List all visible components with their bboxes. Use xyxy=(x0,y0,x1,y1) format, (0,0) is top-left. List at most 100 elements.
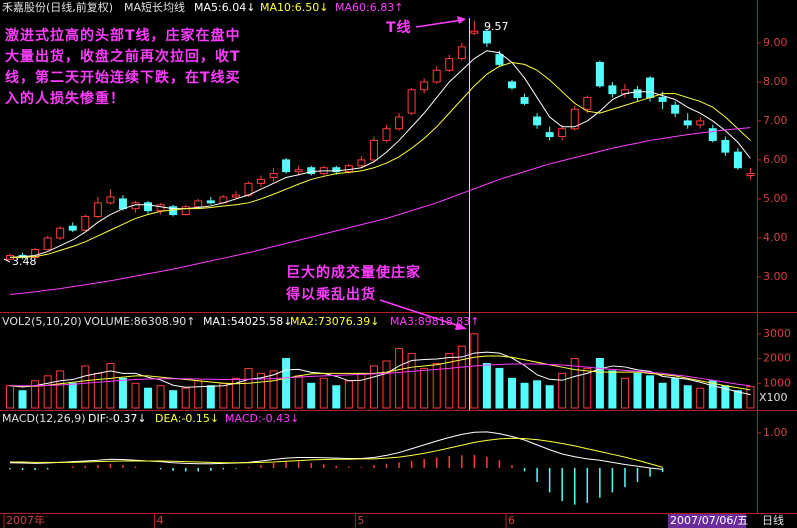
volume-bar xyxy=(595,358,604,409)
legend-entry: MA60:6.83↑ xyxy=(335,1,403,14)
annotation: 得以乘乱出货 xyxy=(285,286,376,303)
candle-body xyxy=(583,97,592,110)
volume-bar xyxy=(43,375,52,409)
volume-bar xyxy=(533,380,542,409)
candle-body xyxy=(420,81,429,91)
legend-entry: MACD:-0.43↓ xyxy=(225,412,299,425)
candle-body xyxy=(533,116,542,126)
y-tick-label: 2000 xyxy=(763,352,791,365)
volume-bar xyxy=(520,382,529,409)
x-tick-label: 5 xyxy=(357,514,364,527)
volume-bar xyxy=(169,390,178,409)
volume-bar xyxy=(395,348,404,409)
volume-bar xyxy=(558,372,567,409)
volume-bar xyxy=(508,377,516,409)
volume-bar xyxy=(369,365,378,409)
annotation: 巨大的成交量使庄家 xyxy=(286,264,421,281)
volume-bar xyxy=(344,380,353,409)
candle-body xyxy=(508,81,516,89)
volume-bar xyxy=(545,385,554,409)
volume-bar xyxy=(570,358,579,409)
candle-body xyxy=(344,165,353,173)
volume-bar xyxy=(683,385,692,409)
ma-line xyxy=(9,431,663,470)
candle-body xyxy=(68,225,77,231)
volume-bar xyxy=(68,382,77,409)
annotation-arrow xyxy=(379,299,463,328)
candle-body xyxy=(181,206,190,216)
candle-body xyxy=(721,139,730,153)
candle-body xyxy=(558,128,567,138)
x-tick-label: 2007年 xyxy=(6,513,45,527)
candle-body xyxy=(194,200,203,208)
candle-body xyxy=(671,104,680,114)
volume-bar xyxy=(608,370,617,409)
ma-line xyxy=(10,437,663,468)
status-date: 2007/07/06/五 xyxy=(670,514,748,527)
volume-bar xyxy=(671,377,680,409)
y-tick-label: 1000 xyxy=(763,376,791,389)
volume-bar xyxy=(382,360,391,409)
volume-bar xyxy=(106,362,115,409)
candle-body xyxy=(733,151,742,169)
volume-bar xyxy=(482,362,491,409)
macd-title: MACD(12,26,9) xyxy=(2,412,86,425)
volume-bar xyxy=(658,382,667,409)
annotation: 激进式拉高的头部T线，庄家在盘中 xyxy=(5,27,241,44)
annotation: 入的人损失惨重！ xyxy=(5,90,125,107)
candle-body xyxy=(81,215,90,231)
candle-body xyxy=(683,120,692,126)
volume-bar xyxy=(206,385,215,409)
candle-body xyxy=(31,249,40,258)
legend-entry: DIF:-0.37↓ xyxy=(88,412,147,425)
candle-body xyxy=(495,54,504,65)
status-period: 日线 xyxy=(762,513,784,527)
ma-line xyxy=(9,127,751,295)
candle-body xyxy=(470,30,479,34)
volume-bar xyxy=(457,345,466,409)
volume-bar xyxy=(746,386,755,409)
candle-body xyxy=(395,116,404,130)
stock-title: 禾嘉股份(日线,前复权) xyxy=(2,0,113,14)
y-tick-label: 5.00 xyxy=(763,192,788,205)
candle-body xyxy=(332,167,341,173)
x-tick-label: 6 xyxy=(508,514,515,527)
legend-entry: MA1:54025.58↓ xyxy=(203,315,292,328)
y-tick-label: 1.00 xyxy=(763,426,788,439)
legend-entry: MA5:6.04↓ xyxy=(194,1,255,14)
volume-bar xyxy=(282,358,291,409)
annotation: 线，第二天开始连续下跌，在T线买 xyxy=(5,69,241,86)
candle-body xyxy=(282,159,291,173)
date-highlight xyxy=(668,514,746,528)
legend-entry: MA3:89818.83↑ xyxy=(390,315,479,328)
candle-body xyxy=(633,89,642,99)
candle-body xyxy=(93,202,102,217)
volume-bar xyxy=(18,390,27,409)
volume-bar xyxy=(219,382,228,409)
ma-line xyxy=(9,351,751,396)
candle-body xyxy=(357,159,366,167)
volume-value: VOLUME:86308.90↑ xyxy=(84,315,195,328)
volume-bar xyxy=(156,385,165,409)
candle-body xyxy=(43,237,52,251)
volume-bar xyxy=(231,377,240,409)
y-tick-label: 3000 xyxy=(763,327,791,340)
ma-line xyxy=(9,355,751,391)
volume-bar xyxy=(294,375,303,409)
candle-body xyxy=(382,128,391,141)
annotation-arrowhead xyxy=(457,16,466,24)
y-tick-label: 4.00 xyxy=(763,231,788,244)
candle-body xyxy=(658,97,667,102)
candle-body xyxy=(407,89,416,114)
legend-entry: DEA:-0.15↓ xyxy=(155,412,219,425)
candle-body xyxy=(244,182,253,196)
candle-body xyxy=(56,227,65,239)
candle-body xyxy=(206,200,215,204)
candle-body xyxy=(294,169,303,173)
volume-bar xyxy=(445,353,454,409)
candle-body xyxy=(231,194,240,198)
volume-bar xyxy=(269,370,278,409)
volume-bar xyxy=(733,390,742,409)
volume-bar xyxy=(495,367,504,409)
